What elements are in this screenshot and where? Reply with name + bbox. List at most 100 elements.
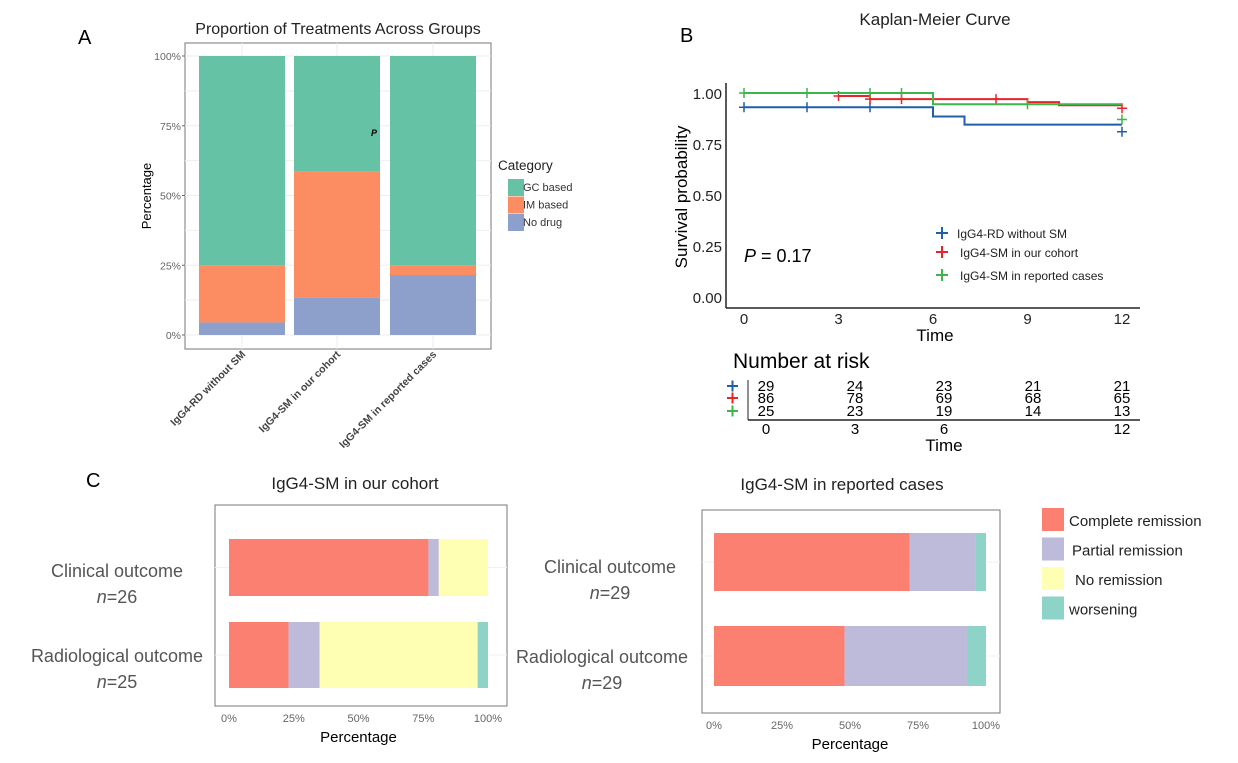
bar-segment — [294, 171, 380, 298]
risk-x-tick-label: 12 — [1114, 421, 1131, 438]
y-tick-label: 25% — [160, 260, 181, 272]
panel-b-kaplan-meier-chart: Kaplan-Meier Curve 0.00 0.25 0.50 0.75 1.00 0 3… — [672, 10, 1140, 455]
censor-mark — [896, 88, 907, 98]
bar-segment — [975, 533, 986, 591]
y-tick-label: 0.75 — [693, 137, 722, 154]
chart-title: Kaplan-Meier Curve — [859, 10, 1010, 29]
legend-swatch — [508, 214, 524, 231]
risk-count: 19 — [936, 403, 953, 420]
p-label: P — [744, 246, 756, 266]
x-tick-label: 6 — [929, 311, 937, 328]
risk-count: 78 — [847, 390, 864, 407]
legend-swatch — [1042, 567, 1064, 590]
bar-segment — [288, 622, 320, 688]
risk-count: 21 — [1025, 378, 1042, 395]
legend-label: IgG4-SM in reported cases — [960, 269, 1103, 283]
x-axis-label: Percentage — [320, 729, 397, 746]
risk-count: 23 — [847, 403, 864, 420]
bar-segment — [199, 322, 285, 335]
risk-count: 29 — [758, 378, 775, 395]
risk-count: 25 — [758, 403, 775, 420]
x-tick-label: 100% — [474, 713, 502, 725]
bar-segment — [428, 539, 439, 596]
risk-count: 69 — [936, 390, 953, 407]
panel-a-stacked-bar-chart: Proportion of Treatments Across Groups 0%… — [139, 21, 573, 451]
y-tick-label: 50% — [160, 191, 181, 203]
y-category-n: n=26 — [97, 587, 138, 607]
x-tick-label: IgG4-SM in reported cases — [337, 349, 439, 451]
y-axis-label: Percentage — [139, 163, 154, 230]
legend-key — [936, 227, 948, 239]
censor-mark — [802, 88, 812, 98]
y-axis-label: Survival probability — [672, 125, 691, 268]
panel-label-b: B — [680, 25, 693, 47]
survival-curve — [744, 106, 1122, 126]
bar-segment — [844, 626, 967, 686]
n-value: =29 — [592, 673, 623, 693]
risk-table-title: Number at risk — [733, 350, 870, 373]
bar-segment — [714, 533, 910, 591]
panel-c-reported-cases-chart: IgG4-SM in reported cases Clinical outcom… — [516, 475, 1202, 753]
x-axis-label: Time — [916, 326, 953, 345]
risk-count: 21 — [1114, 378, 1131, 395]
x-tick-label: 75% — [412, 713, 434, 725]
bar-segment — [199, 265, 285, 323]
legend-label: IM based — [523, 200, 568, 212]
legend-swatch — [1042, 537, 1064, 561]
legend-label: IgG4-SM in our cohort — [960, 246, 1079, 260]
p-value-annotation: P = 0.17 — [744, 246, 812, 266]
annotation: P — [371, 128, 378, 138]
bar-segment — [319, 622, 478, 688]
chart-title: Proportion of Treatments Across Groups — [195, 21, 480, 38]
risk-row-key — [727, 405, 738, 417]
bar-segment — [199, 56, 285, 266]
bar-segment — [966, 626, 986, 686]
n-value: =25 — [107, 672, 138, 692]
legend-swatch — [1042, 596, 1064, 620]
legend-key — [936, 269, 948, 281]
p-value: = 0.17 — [756, 246, 812, 266]
legend-label: GC based — [523, 182, 573, 194]
x-tick-label: 50% — [347, 713, 369, 725]
panel-label-c: C — [86, 470, 100, 492]
risk-row-key — [727, 380, 738, 392]
censor-mark — [739, 102, 749, 113]
risk-x-tick-label: 3 — [851, 421, 859, 438]
y-category-label: Radiological outcome — [31, 646, 203, 666]
y-tick-label: 0.25 — [693, 239, 722, 256]
x-tick-label: 3 — [834, 311, 842, 328]
risk-count: 65 — [1114, 390, 1131, 407]
risk-count: 68 — [1025, 390, 1042, 407]
x-tick-label: 25% — [283, 713, 305, 725]
bar-segment — [294, 56, 380, 172]
y-category-label: Clinical outcome — [51, 561, 183, 581]
risk-count: 23 — [936, 378, 953, 395]
censor-mark — [991, 94, 1001, 105]
y-tick-label: 100% — [154, 51, 181, 63]
x-tick-label: IgG4-SM in our cohort — [257, 348, 344, 435]
legend-swatch — [1042, 508, 1064, 531]
y-category-n: n=29 — [590, 583, 631, 603]
censor-mark — [802, 102, 812, 113]
panel-label-a: A — [78, 27, 92, 49]
n-label: n — [97, 587, 107, 607]
bar-segment — [294, 297, 380, 335]
legend-key — [936, 246, 948, 258]
n-value: =26 — [107, 587, 138, 607]
legend-swatch — [508, 179, 524, 196]
x-tick-label: IgG4-RD without SM — [168, 348, 248, 428]
y-tick-label: 0.00 — [693, 290, 722, 307]
chart-title: IgG4-SM in reported cases — [740, 475, 943, 494]
chart-title: IgG4-SM in our cohort — [271, 474, 439, 493]
n-value: =29 — [600, 583, 631, 603]
censor-mark — [865, 88, 875, 98]
risk-count: 24 — [847, 378, 864, 395]
censor-mark — [1117, 126, 1127, 137]
y-category-n: n=25 — [97, 672, 138, 692]
bar-segment — [438, 539, 488, 596]
x-tick-label: 0 — [740, 311, 748, 328]
legend-label: IgG4-RD without SM — [957, 227, 1067, 241]
risk-x-tick-label: 0 — [762, 421, 770, 438]
